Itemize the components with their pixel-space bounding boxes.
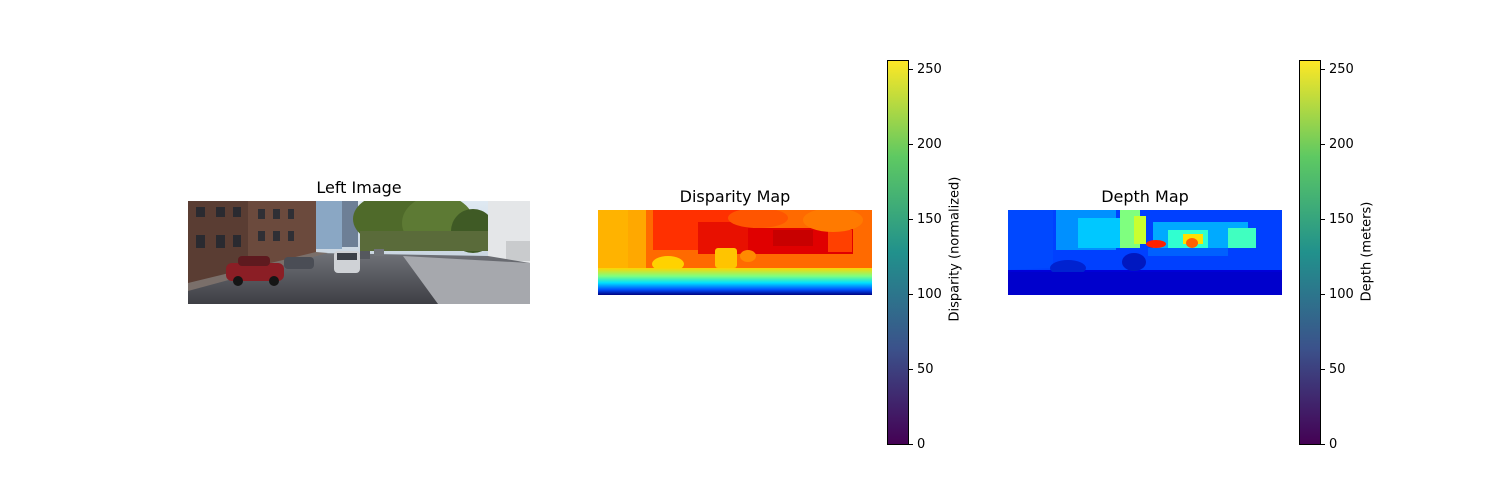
- left-image-title: Left Image: [316, 178, 402, 197]
- colorbar-tick-label: 0: [917, 437, 926, 452]
- colorbar-tick-label: 100: [917, 287, 942, 302]
- colorbar-tick-label: 200: [1329, 137, 1354, 152]
- colorbar-tick-mark: [1321, 219, 1325, 220]
- colorbar-tick-mark: [1321, 144, 1325, 145]
- colorbar-tick-label: 150: [1329, 212, 1354, 227]
- disparity-colorbar-label: Disparity (normalized): [947, 176, 963, 322]
- colorbar-tick-label: 150: [917, 212, 942, 227]
- depth-map-image: [1008, 210, 1282, 295]
- depth-colorbar-label: Depth (meters): [1359, 201, 1375, 302]
- colorbar-tick-mark: [909, 144, 913, 145]
- disparity-colorbar: [887, 60, 909, 445]
- left-image: [188, 201, 530, 304]
- colorbar-tick-mark: [1321, 294, 1325, 295]
- colorbar-tick-label: 100: [1329, 287, 1354, 302]
- colorbar-tick-mark: [909, 444, 913, 445]
- depth-colorbar-gradient: [1300, 61, 1320, 444]
- colorbar-tick-mark: [909, 369, 913, 370]
- colorbar-tick-mark: [1321, 69, 1325, 70]
- colorbar-tick-label: 250: [917, 62, 942, 77]
- disparity-colorbar-gradient: [888, 61, 908, 444]
- colorbar-tick-mark: [909, 69, 913, 70]
- colorbar-tick-mark: [909, 294, 913, 295]
- disparity-map-title: Disparity Map: [679, 187, 791, 206]
- depth-map-title: Depth Map: [1101, 187, 1189, 206]
- colorbar-tick-mark: [909, 219, 913, 220]
- colorbar-tick-label: 50: [917, 362, 934, 377]
- colorbar-tick-mark: [1321, 444, 1325, 445]
- colorbar-tick-label: 50: [1329, 362, 1346, 377]
- colorbar-tick-label: 200: [917, 137, 942, 152]
- colorbar-tick-label: 250: [1329, 62, 1354, 77]
- disparity-map-image: [598, 210, 872, 295]
- colorbar-tick-label: 0: [1329, 437, 1338, 452]
- depth-colorbar: [1299, 60, 1321, 445]
- colorbar-tick-mark: [1321, 369, 1325, 370]
